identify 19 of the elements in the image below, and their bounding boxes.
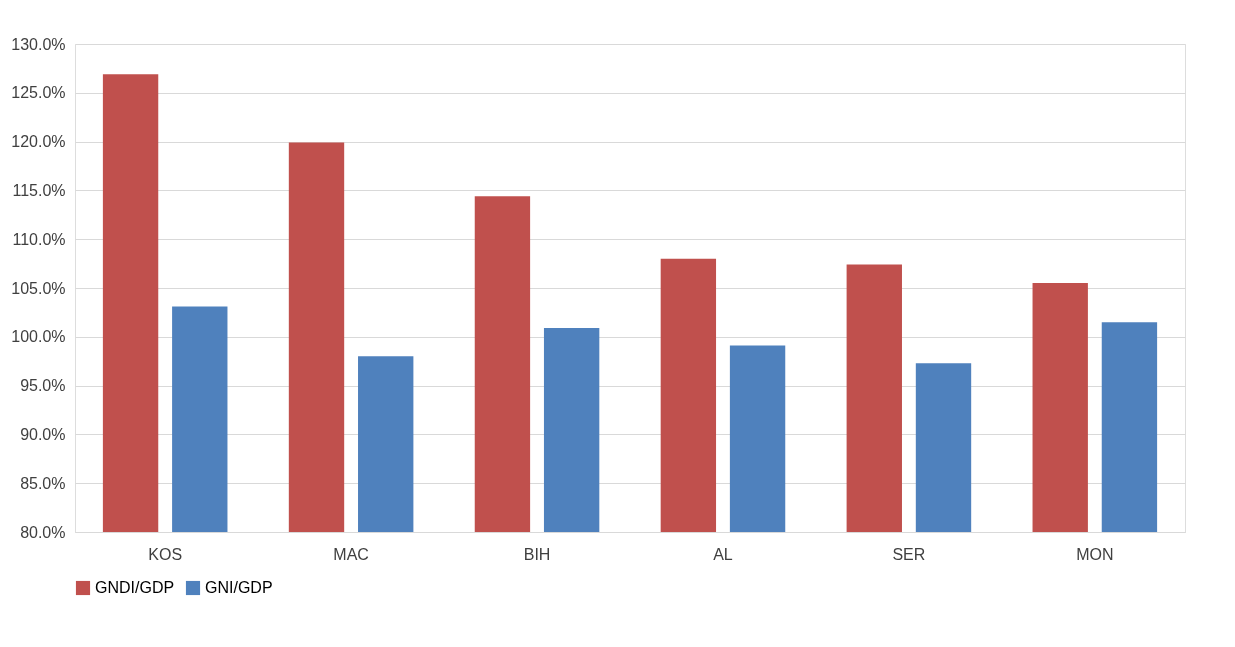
y-tick-label: 120.0% <box>11 133 66 151</box>
y-tick-label: 90.0% <box>20 425 66 443</box>
x-tick-label: SER <box>892 545 926 563</box>
x-tick-label: AL <box>713 545 733 563</box>
y-tick-label: 85.0% <box>20 474 66 492</box>
x-tick-label: BIH <box>523 545 551 563</box>
y-tick-label: 110.0% <box>12 230 66 248</box>
y-tick-label: 100.0% <box>11 328 66 346</box>
legend-label: GNI/GDP <box>205 579 273 596</box>
y-tick-label: 80.0% <box>20 523 66 541</box>
y-tick-label: 95.0% <box>20 377 66 395</box>
y-tick-label: 105.0% <box>11 279 66 297</box>
x-tick-label: KOS <box>148 545 183 563</box>
x-tick-label: MAC <box>333 545 369 563</box>
y-tick-label: 130.0% <box>11 35 66 53</box>
y-tick-label: 115.0% <box>12 181 66 199</box>
x-tick-label: MON <box>1076 545 1114 563</box>
legend-label: GNDI/GDP <box>95 579 175 596</box>
y-tick-label: 125.0% <box>11 84 66 102</box>
